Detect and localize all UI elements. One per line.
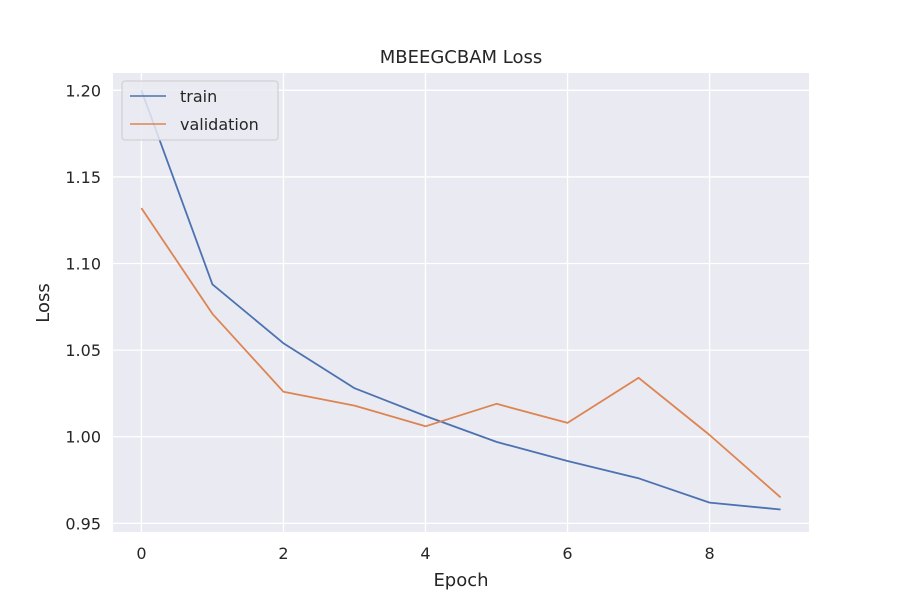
series-lines <box>140 89 782 511</box>
series-line-train <box>140 89 781 511</box>
tick-labels: 0 2 4 6 8 0.95 1.00 1.05 1.10 1.15 1.20 <box>65 81 714 563</box>
legend: train validation <box>121 80 279 141</box>
legend-label-train: train <box>180 87 217 106</box>
x-tick-label: 6 <box>562 544 572 563</box>
x-tick-label: 2 <box>278 544 288 563</box>
legend-label-validation: validation <box>180 115 259 134</box>
y-tick-label: 1.15 <box>65 168 101 187</box>
y-tick-label: 0.95 <box>65 514 101 533</box>
y-tick-label: 1.10 <box>65 255 101 274</box>
y-axis-label: Loss <box>33 283 54 322</box>
chart-title: MBEEGCBAM Loss <box>380 47 543 68</box>
x-tick-label: 8 <box>704 544 714 563</box>
plot-area <box>113 73 809 532</box>
y-tick-label: 1.00 <box>65 428 101 447</box>
y-tick-label: 1.05 <box>65 341 101 360</box>
x-tick-label: 4 <box>420 544 430 563</box>
x-tick-label: 0 <box>136 544 146 563</box>
series-line-validation <box>140 207 782 499</box>
x-axis-label: Epoch <box>433 570 488 591</box>
y-tick-label: 1.20 <box>65 81 101 100</box>
